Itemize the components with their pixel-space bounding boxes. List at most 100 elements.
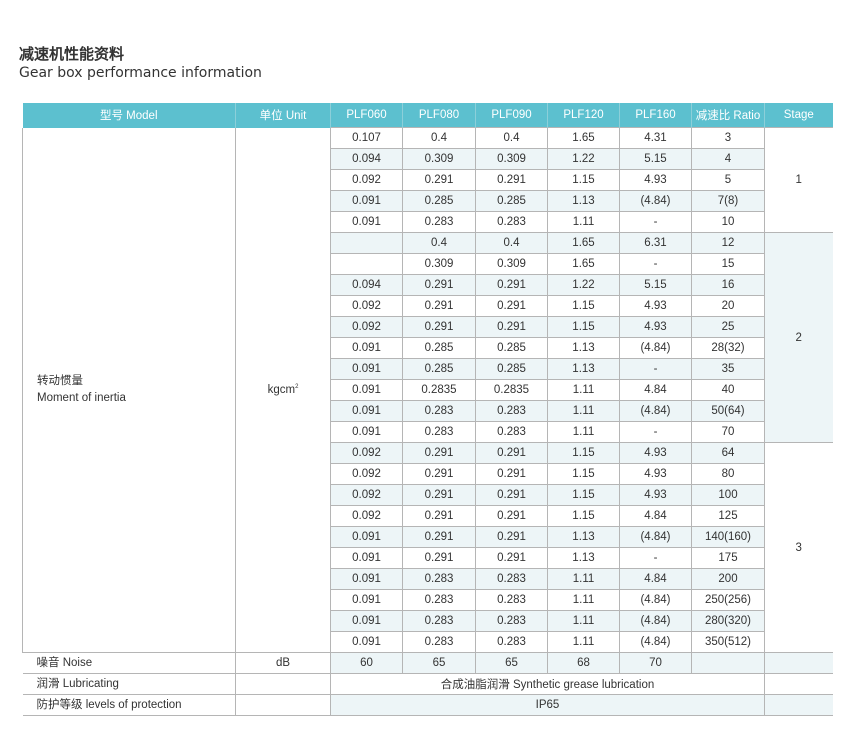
value-cell: 1.13 bbox=[547, 337, 620, 359]
header-plf080: PLF080 bbox=[402, 103, 476, 128]
ratio-cell: 16 bbox=[691, 274, 765, 296]
value-cell: 1.22 bbox=[547, 274, 620, 296]
value-cell: 0.4 bbox=[402, 127, 476, 149]
value-cell: 0.091 bbox=[330, 421, 403, 443]
value-cell: 1.15 bbox=[547, 505, 620, 527]
value-cell: 1.15 bbox=[547, 442, 620, 464]
ratio-cell: 25 bbox=[691, 316, 765, 338]
noise-value bbox=[691, 652, 765, 674]
value-cell: 0.4 bbox=[475, 127, 548, 149]
value-cell: 1.11 bbox=[547, 568, 620, 590]
header-plf160: PLF160 bbox=[619, 103, 692, 128]
value-cell: 1.22 bbox=[547, 148, 620, 170]
value-cell: 0.285 bbox=[402, 358, 476, 380]
ratio-cell: 175 bbox=[691, 547, 765, 569]
stage-cell: 3 bbox=[764, 442, 833, 653]
value-cell: 0.091 bbox=[330, 211, 403, 233]
value-cell: 4.31 bbox=[619, 127, 692, 149]
value-cell: 0.283 bbox=[475, 589, 548, 611]
noise-row: 噪音 Noise dB 60 65 65 68 70 bbox=[22, 652, 833, 674]
value-cell: 0.291 bbox=[402, 295, 476, 317]
value-cell: 0.285 bbox=[475, 190, 548, 212]
value-cell: - bbox=[619, 421, 692, 443]
value-cell: 4.84 bbox=[619, 379, 692, 401]
value-cell: 4.93 bbox=[619, 169, 692, 191]
noise-value: 65 bbox=[475, 652, 548, 674]
noise-unit: dB bbox=[235, 652, 331, 674]
value-cell: 4.93 bbox=[619, 442, 692, 464]
stage-cell: 2 bbox=[764, 232, 833, 443]
value-cell: (4.84) bbox=[619, 400, 692, 422]
ratio-cell: 4 bbox=[691, 148, 765, 170]
value-cell: 0.309 bbox=[402, 253, 476, 275]
value-cell: 0.283 bbox=[475, 421, 548, 443]
ratio-cell: 35 bbox=[691, 358, 765, 380]
value-cell: 0.291 bbox=[475, 169, 548, 191]
value-cell: 0.092 bbox=[330, 295, 403, 317]
noise-value: 65 bbox=[402, 652, 476, 674]
value-cell: 0.291 bbox=[475, 547, 548, 569]
lubricating-row: 润滑 Lubricating 合成油脂润滑 Synthetic grease lu… bbox=[22, 673, 833, 695]
value-cell: 0.094 bbox=[330, 148, 403, 170]
value-cell: 0.091 bbox=[330, 547, 403, 569]
value-cell: 0.291 bbox=[402, 526, 476, 548]
value-cell: 4.93 bbox=[619, 463, 692, 485]
value-cell: 1.15 bbox=[547, 169, 620, 191]
value-cell: 0.091 bbox=[330, 589, 403, 611]
value-cell: 0.309 bbox=[475, 148, 548, 170]
value-cell: 1.11 bbox=[547, 211, 620, 233]
value-cell: 1.15 bbox=[547, 316, 620, 338]
table-row: 0.091 0.283 0.283 1.11 (4.84) 350(512) bbox=[23, 631, 833, 653]
ratio-cell: 200 bbox=[691, 568, 765, 590]
value-cell: 1.13 bbox=[547, 526, 620, 548]
ratio-cell: 80 bbox=[691, 463, 765, 485]
value-cell bbox=[330, 232, 403, 254]
value-cell: 4.84 bbox=[619, 568, 692, 590]
value-cell: 0.291 bbox=[402, 169, 476, 191]
lubricating-value: 合成油脂润滑 Synthetic grease lubrication bbox=[330, 673, 765, 695]
value-cell: 0.2835 bbox=[402, 379, 476, 401]
value-cell: 0.091 bbox=[330, 631, 403, 653]
value-cell: 1.13 bbox=[547, 358, 620, 380]
value-cell: 0.291 bbox=[402, 547, 476, 569]
value-cell: 0.091 bbox=[330, 379, 403, 401]
ratio-cell: 40 bbox=[691, 379, 765, 401]
protection-row: 防护等级 levels of protection IP65 bbox=[22, 694, 833, 716]
value-cell bbox=[330, 253, 403, 275]
value-cell: 0.2835 bbox=[475, 379, 548, 401]
value-cell: 0.291 bbox=[475, 442, 548, 464]
value-cell: - bbox=[619, 358, 692, 380]
value-cell: (4.84) bbox=[619, 589, 692, 611]
value-cell: 1.11 bbox=[547, 379, 620, 401]
inertia-label-en: Moment of inertia bbox=[37, 391, 126, 404]
ratio-cell: 70 bbox=[691, 421, 765, 443]
value-cell: 0.283 bbox=[402, 631, 476, 653]
value-cell: 0.291 bbox=[475, 463, 548, 485]
table-row: 0.091 0.285 0.285 1.13 (4.84) 28(32) bbox=[23, 337, 833, 359]
ratio-cell: 7(8) bbox=[691, 190, 765, 212]
value-cell: 1.65 bbox=[547, 127, 620, 149]
page-title-en: Gear box performance information bbox=[19, 65, 262, 81]
value-cell: 0.091 bbox=[330, 568, 403, 590]
value-cell: 0.283 bbox=[475, 631, 548, 653]
unit-text: kgcm bbox=[267, 383, 296, 396]
lubricating-stage-empty bbox=[764, 673, 833, 695]
value-cell: 4.93 bbox=[619, 316, 692, 338]
value-cell: 0.091 bbox=[330, 400, 403, 422]
ratio-cell: 350(512) bbox=[691, 631, 765, 653]
table-row: 0.094 0.309 0.309 1.22 5.15 4 bbox=[23, 148, 833, 170]
table-row: 转动惯量 Moment of inertia kgcm2 0.107 0.4 0.4 1.6… bbox=[22, 127, 833, 653]
table-row: 0.091 0.283 0.283 1.11 (4.84) 250(256) bbox=[23, 589, 833, 611]
value-cell: 0.291 bbox=[402, 274, 476, 296]
value-cell: 0.283 bbox=[402, 568, 476, 590]
value-cell: 0.092 bbox=[330, 316, 403, 338]
value-cell: 0.309 bbox=[475, 253, 548, 275]
inertia-label-cn: 转动惯量 bbox=[37, 374, 83, 387]
value-cell: 4.93 bbox=[619, 295, 692, 317]
table-row: 0.091 0.285 0.285 1.13 (4.84) 7(8) bbox=[23, 190, 833, 212]
value-cell: 0.285 bbox=[475, 358, 548, 380]
table-row: 0.091 0.2835 0.2835 1.11 4.84 40 bbox=[23, 379, 833, 401]
performance-table: 型号 Model 单位 Unit PLF060 PLF080 PLF090 PLF120 P… bbox=[22, 103, 833, 716]
ratio-cell: 12 bbox=[691, 232, 765, 254]
value-cell: 0.291 bbox=[475, 295, 548, 317]
